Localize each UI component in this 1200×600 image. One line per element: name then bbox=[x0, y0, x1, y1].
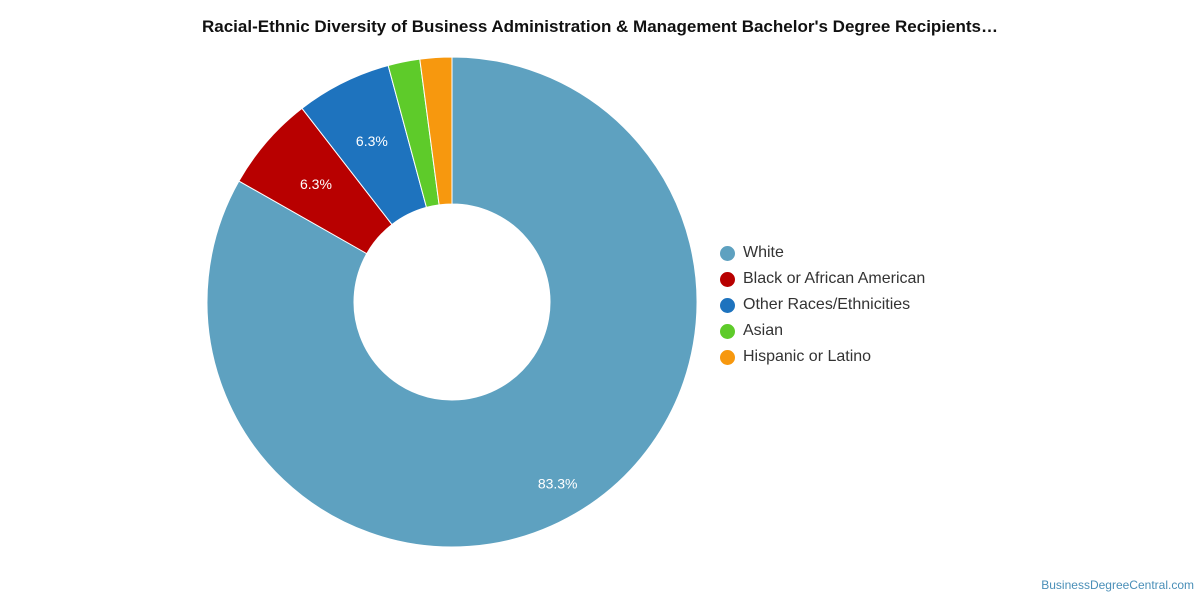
watermark[interactable]: BusinessDegreeCentral.com bbox=[1041, 578, 1194, 592]
legend-swatch bbox=[720, 245, 735, 261]
slice-label-black-or-african-american: 6.3% bbox=[300, 176, 332, 192]
slice-white[interactable] bbox=[206, 56, 698, 548]
slice-hispanic-or-latino[interactable] bbox=[419, 56, 453, 206]
legend-item-white[interactable]: White bbox=[720, 240, 925, 266]
legend-item-black-or-african-american[interactable]: Black or African American bbox=[720, 266, 925, 292]
legend-label: White bbox=[743, 244, 784, 261]
legend-swatch bbox=[720, 297, 735, 313]
legend-item-hispanic-or-latino[interactable]: Hispanic or Latino bbox=[720, 344, 925, 370]
slice-label-white: 83.3% bbox=[538, 475, 578, 491]
legend-swatch bbox=[720, 323, 735, 339]
legend-item-other-races-ethnicities[interactable]: Other Races/Ethnicities bbox=[720, 292, 925, 318]
legend-label: Black or African American bbox=[743, 270, 926, 287]
legend-label: Hispanic or Latino bbox=[743, 348, 872, 365]
legend-label: Other Races/Ethnicities bbox=[743, 296, 911, 313]
legend-swatch bbox=[720, 349, 735, 365]
legend-swatch bbox=[720, 271, 735, 287]
slice-label-other-races-ethnicities: 6.3% bbox=[356, 133, 388, 149]
legend: White Black or African American Other Race… bbox=[720, 240, 925, 370]
chart-title: Racial-Ethnic Diversity of Business Admi… bbox=[201, 17, 998, 36]
legend-label: Asian bbox=[743, 322, 784, 339]
legend-item-asian[interactable]: Asian bbox=[720, 318, 925, 344]
